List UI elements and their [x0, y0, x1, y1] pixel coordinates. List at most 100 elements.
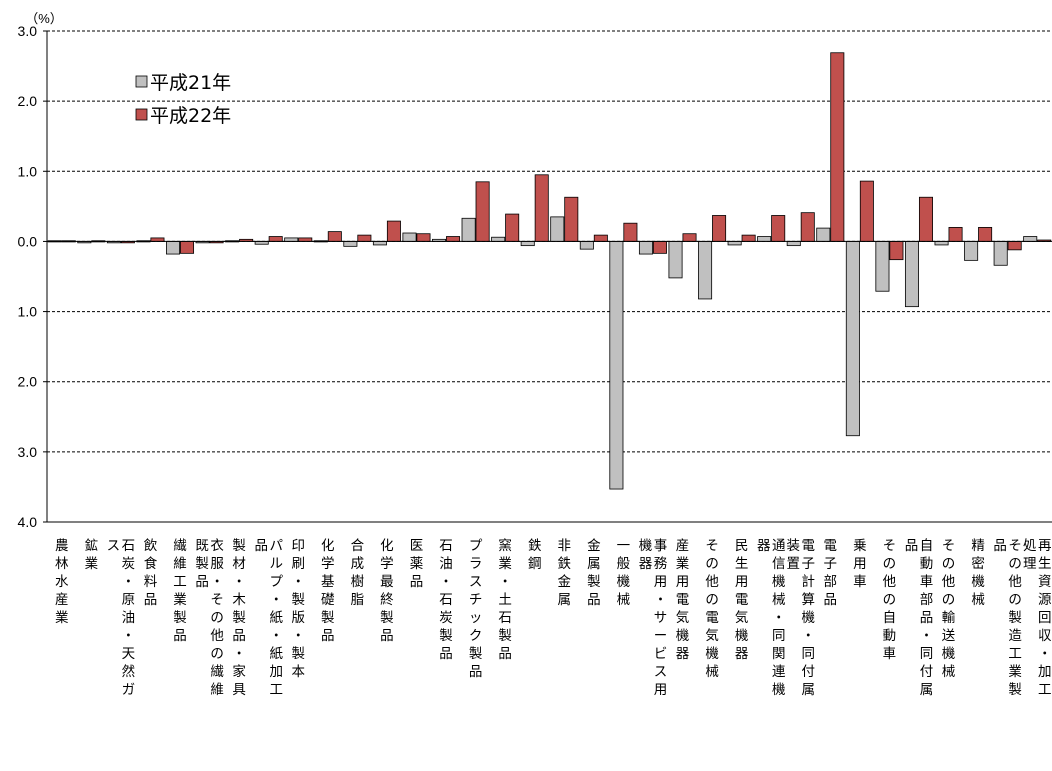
category-label-char: ・ [772, 610, 786, 626]
category-label-char: 加 [1038, 664, 1052, 680]
category-label-char: 土 [498, 592, 512, 608]
category-label-char: の [942, 556, 956, 572]
bar-h22 [564, 196, 579, 242]
bar-h21 [816, 227, 831, 242]
bar-h21 [757, 236, 772, 242]
category-label-char: 電 [705, 610, 719, 626]
category-label-char: サ [654, 610, 668, 626]
category-label-char: 紙 [269, 610, 283, 626]
category-label-char: ・ [292, 628, 306, 644]
category-label-char: 林 [55, 556, 69, 572]
category-label-char: 品 [993, 538, 1007, 554]
category-label-char: の [1008, 556, 1022, 572]
bar-h21 [964, 241, 979, 261]
category-label-char: 脂 [351, 592, 365, 608]
category-label-char: 繊 [173, 538, 187, 554]
category-label-char: 樹 [351, 574, 365, 590]
category-label-char: 一 [617, 538, 631, 554]
category-label-char: 通 [772, 538, 786, 554]
category-label-char: 動 [920, 556, 934, 572]
category-label-char: 石 [439, 538, 453, 554]
category-label-char: 用 [676, 574, 690, 590]
bar-h22 [150, 237, 165, 242]
category-label-char: 品 [498, 646, 512, 662]
legend-label: 平成21年 [150, 72, 231, 94]
category-label-char: 自 [883, 610, 897, 626]
bar-h22 [298, 237, 313, 242]
category-label: 医薬品 [410, 538, 424, 590]
category-label-char: 製 [1008, 610, 1022, 626]
category-label-char: 業 [498, 556, 512, 572]
category-label-char: 品 [173, 628, 187, 644]
category-label-char: 製 [232, 538, 246, 554]
category-label-char: 理 [1023, 556, 1037, 572]
category-label-char: 電 [676, 592, 690, 608]
category-label-char: 部 [920, 592, 934, 608]
category-label-char: 鋼 [528, 556, 542, 572]
category-label-char: 窯 [498, 537, 512, 554]
category-label-char: 石 [439, 592, 453, 608]
category-label-char: ・ [269, 592, 283, 608]
bar-h21 [638, 241, 653, 255]
category-label-char: 資 [1038, 574, 1052, 590]
category-label-char: 電 [824, 538, 838, 554]
category-label-char: 連 [772, 664, 786, 680]
y-tick-label: 1.0 [18, 163, 38, 179]
category-label-char: 学 [321, 556, 335, 572]
category-label-char: 飲 [144, 538, 158, 554]
category-label-char: 属 [558, 592, 572, 608]
bar-h22 [593, 234, 608, 242]
category-label-char: 品 [439, 646, 453, 662]
category-label-char: 源 [1038, 592, 1052, 608]
category-label-char: 工 [1038, 682, 1052, 698]
category-label-char: 他 [883, 574, 897, 590]
category-label-char: 礎 [321, 592, 335, 608]
category-label-char: 機 [735, 628, 749, 644]
category-label-char: 生 [735, 556, 749, 572]
category-label-char: 工 [173, 574, 187, 590]
bar-h21 [491, 236, 506, 242]
y-axis-unit: （%） [25, 11, 63, 26]
category-label-char: パ [269, 538, 283, 554]
bar-h21 [668, 241, 683, 279]
category-label-char: 乗 [853, 538, 867, 554]
category-label-char: 電 [735, 592, 749, 608]
bar-h22 [623, 222, 638, 242]
category-label-char: 業 [1008, 664, 1022, 680]
category-label-char: チ [469, 592, 483, 608]
category-label-char: 同 [920, 646, 934, 662]
category-label-char: ビ [654, 646, 668, 662]
category-label-char: 農 [55, 538, 69, 554]
legend-swatch [135, 75, 148, 88]
category-label-char: 品 [254, 538, 268, 554]
category-label-char: 他 [1008, 574, 1022, 590]
category-label: 鉄鋼 [528, 538, 542, 572]
category-label-char: ・ [210, 574, 224, 590]
bar-h21 [875, 241, 890, 292]
bar-h22 [327, 231, 342, 242]
y-tick-label: 0.0 [18, 233, 38, 249]
category-label-char: 紙 [269, 646, 283, 662]
category-label-char: 材 [232, 556, 246, 572]
category-label: 印刷・製版・製本 [292, 538, 306, 680]
category-label-char: そ [705, 538, 719, 554]
y-tick-label: 3.0 [18, 23, 38, 39]
category-label-char: 精 [971, 538, 985, 554]
category-label-char: ー [654, 628, 668, 644]
bar-h21 [904, 241, 919, 308]
bar-h21 [786, 241, 801, 247]
category-label-char: の [705, 556, 719, 572]
category-label-char: 炭 [122, 556, 136, 572]
category-label-char: 化 [380, 538, 394, 554]
category-label-char: 石 [122, 538, 136, 554]
category-label-char: 品 [905, 538, 919, 554]
bar-h21 [550, 216, 565, 242]
category-label-char: 機 [639, 538, 653, 554]
